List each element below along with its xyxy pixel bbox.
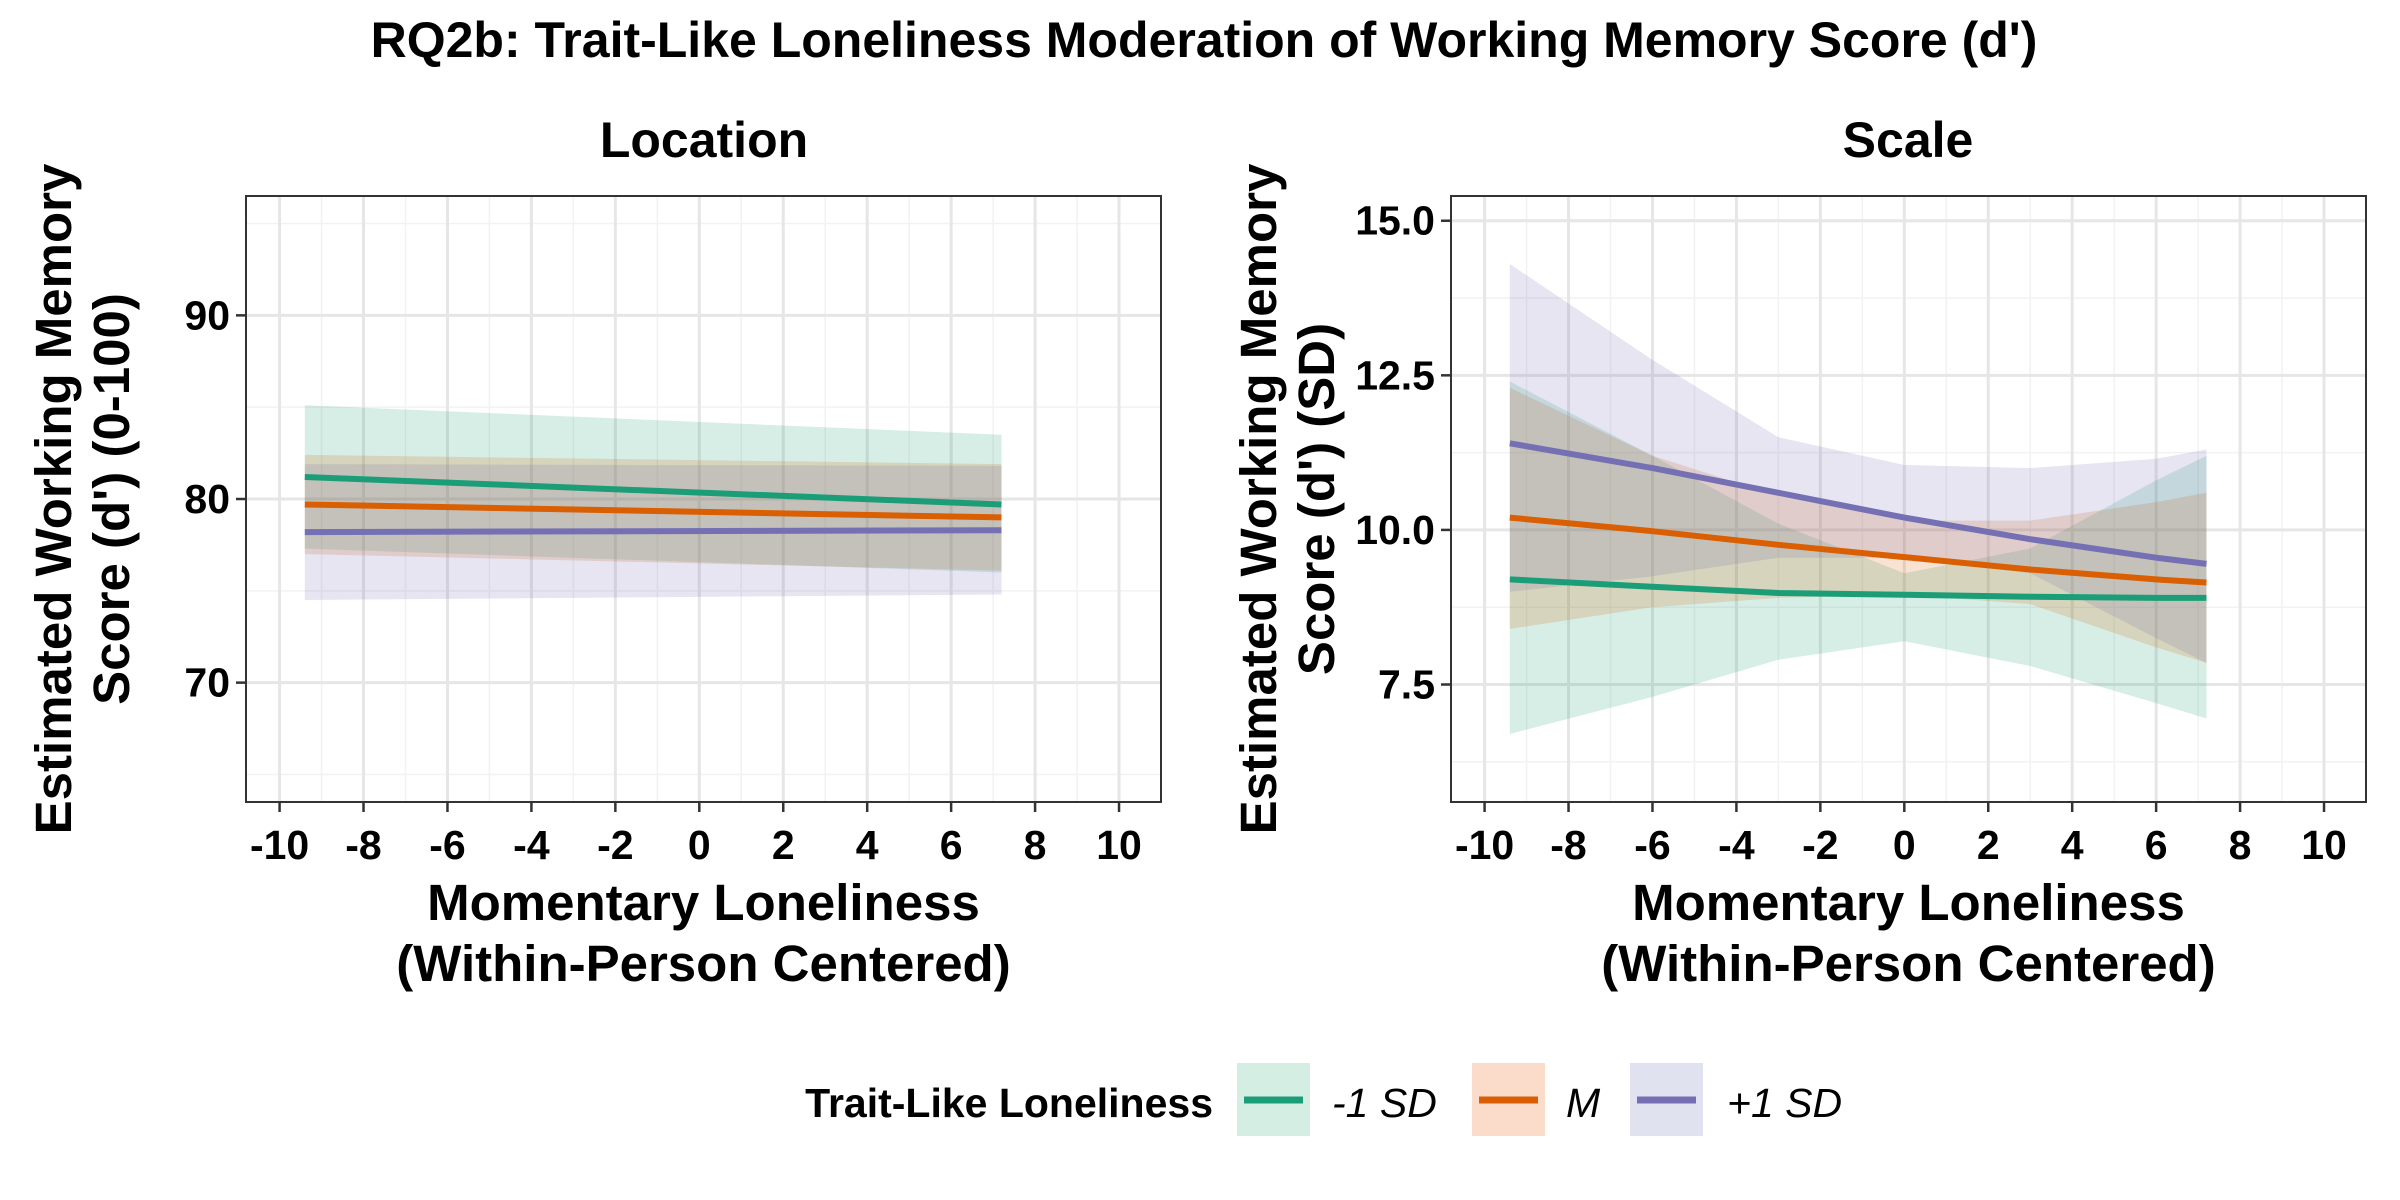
- y-axis-label: Estimated Working Memory: [25, 163, 82, 834]
- series-line-M: [1509, 514, 2207, 586]
- x-tick-label: 4: [2061, 822, 2084, 868]
- y-tick-label: 7.5: [1378, 662, 1435, 708]
- x-tick-label: -4: [1718, 822, 1755, 868]
- x-tick-label: -6: [1634, 822, 1670, 868]
- series-line-M: [304, 501, 1002, 521]
- x-tick-label: 10: [1096, 822, 1142, 868]
- legend: Trait-Like Loneliness -1 SD M +1 SD: [805, 1063, 1842, 1136]
- panel-location: Location -10 -8 -6 -4 -2 0 2 4 6 8 10 70 80 90 Momentar…: [25, 112, 1162, 992]
- y-axis-label: Score (d') (0-100): [83, 293, 140, 705]
- legend-item-plus-1sd: +1 SD: [1630, 1063, 1842, 1136]
- x-tick-label: 2: [772, 822, 795, 868]
- y-tick-label: 70: [184, 660, 230, 706]
- x-tick-label: -10: [250, 822, 309, 868]
- panel-title: Scale: [1843, 112, 1974, 168]
- x-tick-label: 6: [940, 822, 963, 868]
- x-tick-label: -4: [513, 822, 550, 868]
- panel-title: Location: [600, 112, 808, 168]
- y-axis-label: Score (d') (SD): [1288, 323, 1345, 675]
- series-line-1SD: [304, 527, 1002, 536]
- legend-label-minus-1sd: -1 SD: [1332, 1080, 1437, 1126]
- y-tick-label: 15.0: [1355, 198, 1435, 244]
- y-tick-label: 80: [184, 476, 230, 522]
- ci-ribbon-1SD: [1509, 264, 2207, 663]
- x-tick-label: 8: [2229, 822, 2252, 868]
- x-axis-label: (Within-Person Centered): [396, 935, 1010, 992]
- figure-title: RQ2b: Trait-Like Loneliness Moderation o…: [371, 12, 2038, 68]
- y-tick-label: 90: [184, 292, 230, 338]
- x-tick-label: 10: [2301, 822, 2347, 868]
- series-line-1SD: [1509, 440, 2207, 567]
- y-tick-label: 10.0: [1355, 507, 1435, 553]
- x-tick-label: 4: [856, 822, 879, 868]
- x-tick-label: -6: [429, 822, 465, 868]
- plot-border: [1450, 195, 2367, 803]
- x-tick-label: -10: [1455, 822, 1514, 868]
- x-tick-label: 2: [1977, 822, 2000, 868]
- x-axis-label: Momentary Loneliness: [1632, 874, 2185, 931]
- panel-scale: Scale -10 -8 -6 -4 -2 0 2 4 6 8 10 7.5 10.0 12.5 15.0 Mo…: [1230, 112, 2367, 992]
- x-tick-label: 8: [1024, 822, 1047, 868]
- x-tick-label: 0: [1893, 822, 1916, 868]
- plot-background: [1451, 196, 2366, 802]
- x-tick-label: -8: [1550, 822, 1586, 868]
- x-tick-label: -8: [345, 822, 381, 868]
- legend-label-plus-1sd: +1 SD: [1727, 1080, 1842, 1126]
- y-tick-label: 12.5: [1355, 352, 1435, 398]
- legend-item-m: M: [1472, 1063, 1601, 1136]
- legend-label-m: M: [1566, 1080, 1601, 1126]
- x-tick-label: -2: [597, 822, 633, 868]
- ci-ribbon-1SD: [1509, 381, 2207, 734]
- x-tick-label: 6: [2145, 822, 2168, 868]
- y-axis-label: Estimated Working Memory: [1230, 163, 1287, 834]
- series-line-1SD: [1509, 576, 2207, 601]
- x-tick-label: 0: [688, 822, 711, 868]
- legend-title: Trait-Like Loneliness: [805, 1080, 1213, 1126]
- series-line-1SD: [304, 474, 1002, 508]
- legend-item-minus-1sd: -1 SD: [1237, 1063, 1437, 1136]
- x-axis-label: (Within-Person Centered): [1601, 935, 2215, 992]
- x-tick-label: -2: [1802, 822, 1838, 868]
- x-axis-label: Momentary Loneliness: [427, 874, 980, 931]
